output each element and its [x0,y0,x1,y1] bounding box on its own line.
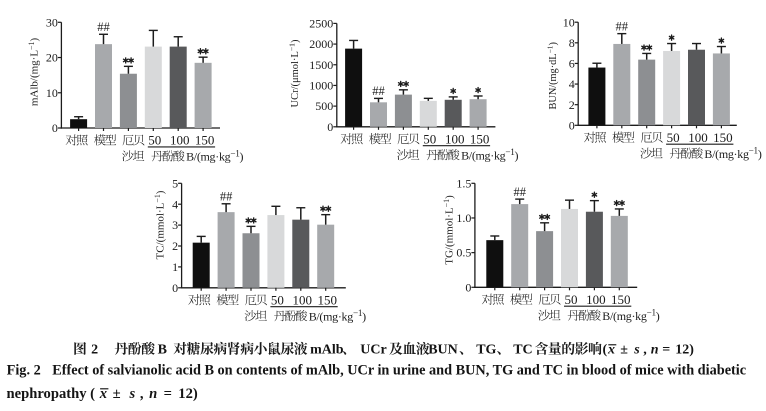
svg-text:0: 0 [172,281,178,295]
svg-text:4: 4 [172,197,178,211]
svg-text:12): 12) [675,343,694,358]
svg-text:x: x [607,343,615,358]
svg-text:10: 10 [563,15,575,29]
svg-text:50: 50 [271,292,284,307]
svg-text:,: , [643,343,647,358]
svg-text:UCr: UCr [360,343,386,358]
svg-text:100: 100 [445,131,465,146]
svg-text:±: ± [620,343,628,358]
svg-text:30: 30 [46,15,58,29]
svg-text:50: 50 [423,131,436,146]
svg-text:s: s [129,386,136,402]
svg-text:2: 2 [91,343,98,358]
svg-text:Effect of salvianolic acid B o: Effect of salvianolic acid B on contents… [52,362,746,378]
svg-text:BUN/(mg·dL−1): BUN/(mg·dL−1) [546,42,559,109]
svg-text:2: 2 [172,239,178,253]
svg-text:mAlb: mAlb [310,343,344,358]
svg-text:B/(mg·kg−1): B/(mg·kg−1) [309,308,366,323]
svg-text:150: 150 [195,133,215,148]
svg-text:100: 100 [170,133,190,148]
svg-text:s: s [633,343,640,358]
svg-text:n: n [149,386,157,402]
svg-text:500: 500 [315,99,333,113]
svg-text:100: 100 [586,292,606,307]
svg-text:Fig. 2: Fig. 2 [7,362,41,378]
svg-text:4: 4 [569,77,575,91]
svg-text:2000: 2000 [309,37,333,51]
svg-text:±: ± [113,386,121,402]
svg-text:20: 20 [46,51,58,65]
svg-text:150: 150 [317,292,337,307]
svg-text:(: ( [603,343,608,358]
svg-text:12): 12) [178,386,198,402]
svg-text:##: ## [220,190,233,204]
svg-text:TC: TC [513,343,532,358]
svg-text:TG/(mmol·L−1): TG/(mmol·L−1) [442,195,456,265]
svg-text:100: 100 [293,292,313,307]
svg-text:10: 10 [46,86,58,100]
svg-text:50: 50 [148,133,161,148]
svg-text:B: B [158,343,167,358]
svg-text:B/(mg·kg−1): B/(mg·kg−1) [704,146,761,161]
svg-text:0: 0 [327,120,333,134]
svg-text:5: 5 [172,176,178,190]
svg-text:TC/(mmol·L−1): TC/(mmol·L−1) [153,190,167,259]
svg-text:3: 3 [172,218,178,232]
svg-text:150: 150 [470,131,490,146]
svg-text:0: 0 [569,118,575,132]
svg-text:50: 50 [667,130,680,145]
svg-text:0: 0 [465,280,471,294]
svg-text:0.5: 0.5 [456,246,471,260]
svg-text:B/(mg·kg−1): B/(mg·kg−1) [602,308,659,323]
svg-text:n: n [651,343,659,358]
svg-text:##: ## [616,19,629,33]
svg-text:##: ## [372,84,385,98]
svg-text:1: 1 [172,260,178,274]
svg-text:2500: 2500 [309,17,333,31]
svg-text:##: ## [513,185,526,199]
svg-text:,: , [140,386,144,402]
svg-text:1500: 1500 [309,58,333,72]
svg-text:=: = [662,343,670,358]
svg-text:mAlb/(mg·L−1): mAlb/(mg·L−1) [27,38,41,107]
svg-text:50: 50 [565,292,578,307]
svg-text:150: 150 [713,130,733,145]
svg-text:x: x [99,386,107,402]
svg-text:150: 150 [611,292,631,307]
svg-text:B/(mg·kg−1): B/(mg·kg−1) [186,148,243,163]
svg-text:=: = [164,386,172,402]
svg-text:2: 2 [569,98,575,112]
svg-text:0: 0 [52,121,58,135]
svg-text:##: ## [97,20,110,34]
svg-text:nephropathy (: nephropathy ( [7,386,96,402]
svg-text:1000: 1000 [309,79,333,93]
svg-text:100: 100 [688,130,708,145]
svg-text:BUN: BUN [428,343,458,358]
svg-text:8: 8 [569,36,575,50]
svg-text:TG: TG [476,343,496,358]
svg-text:1.5: 1.5 [456,176,471,190]
svg-text:UCr/(μmol·L−1): UCr/(μmol·L−1) [288,39,302,107]
svg-text:1.0: 1.0 [456,211,471,225]
svg-text:6: 6 [569,57,575,71]
svg-text:B/(mg·kg−1): B/(mg·kg−1) [461,147,518,162]
